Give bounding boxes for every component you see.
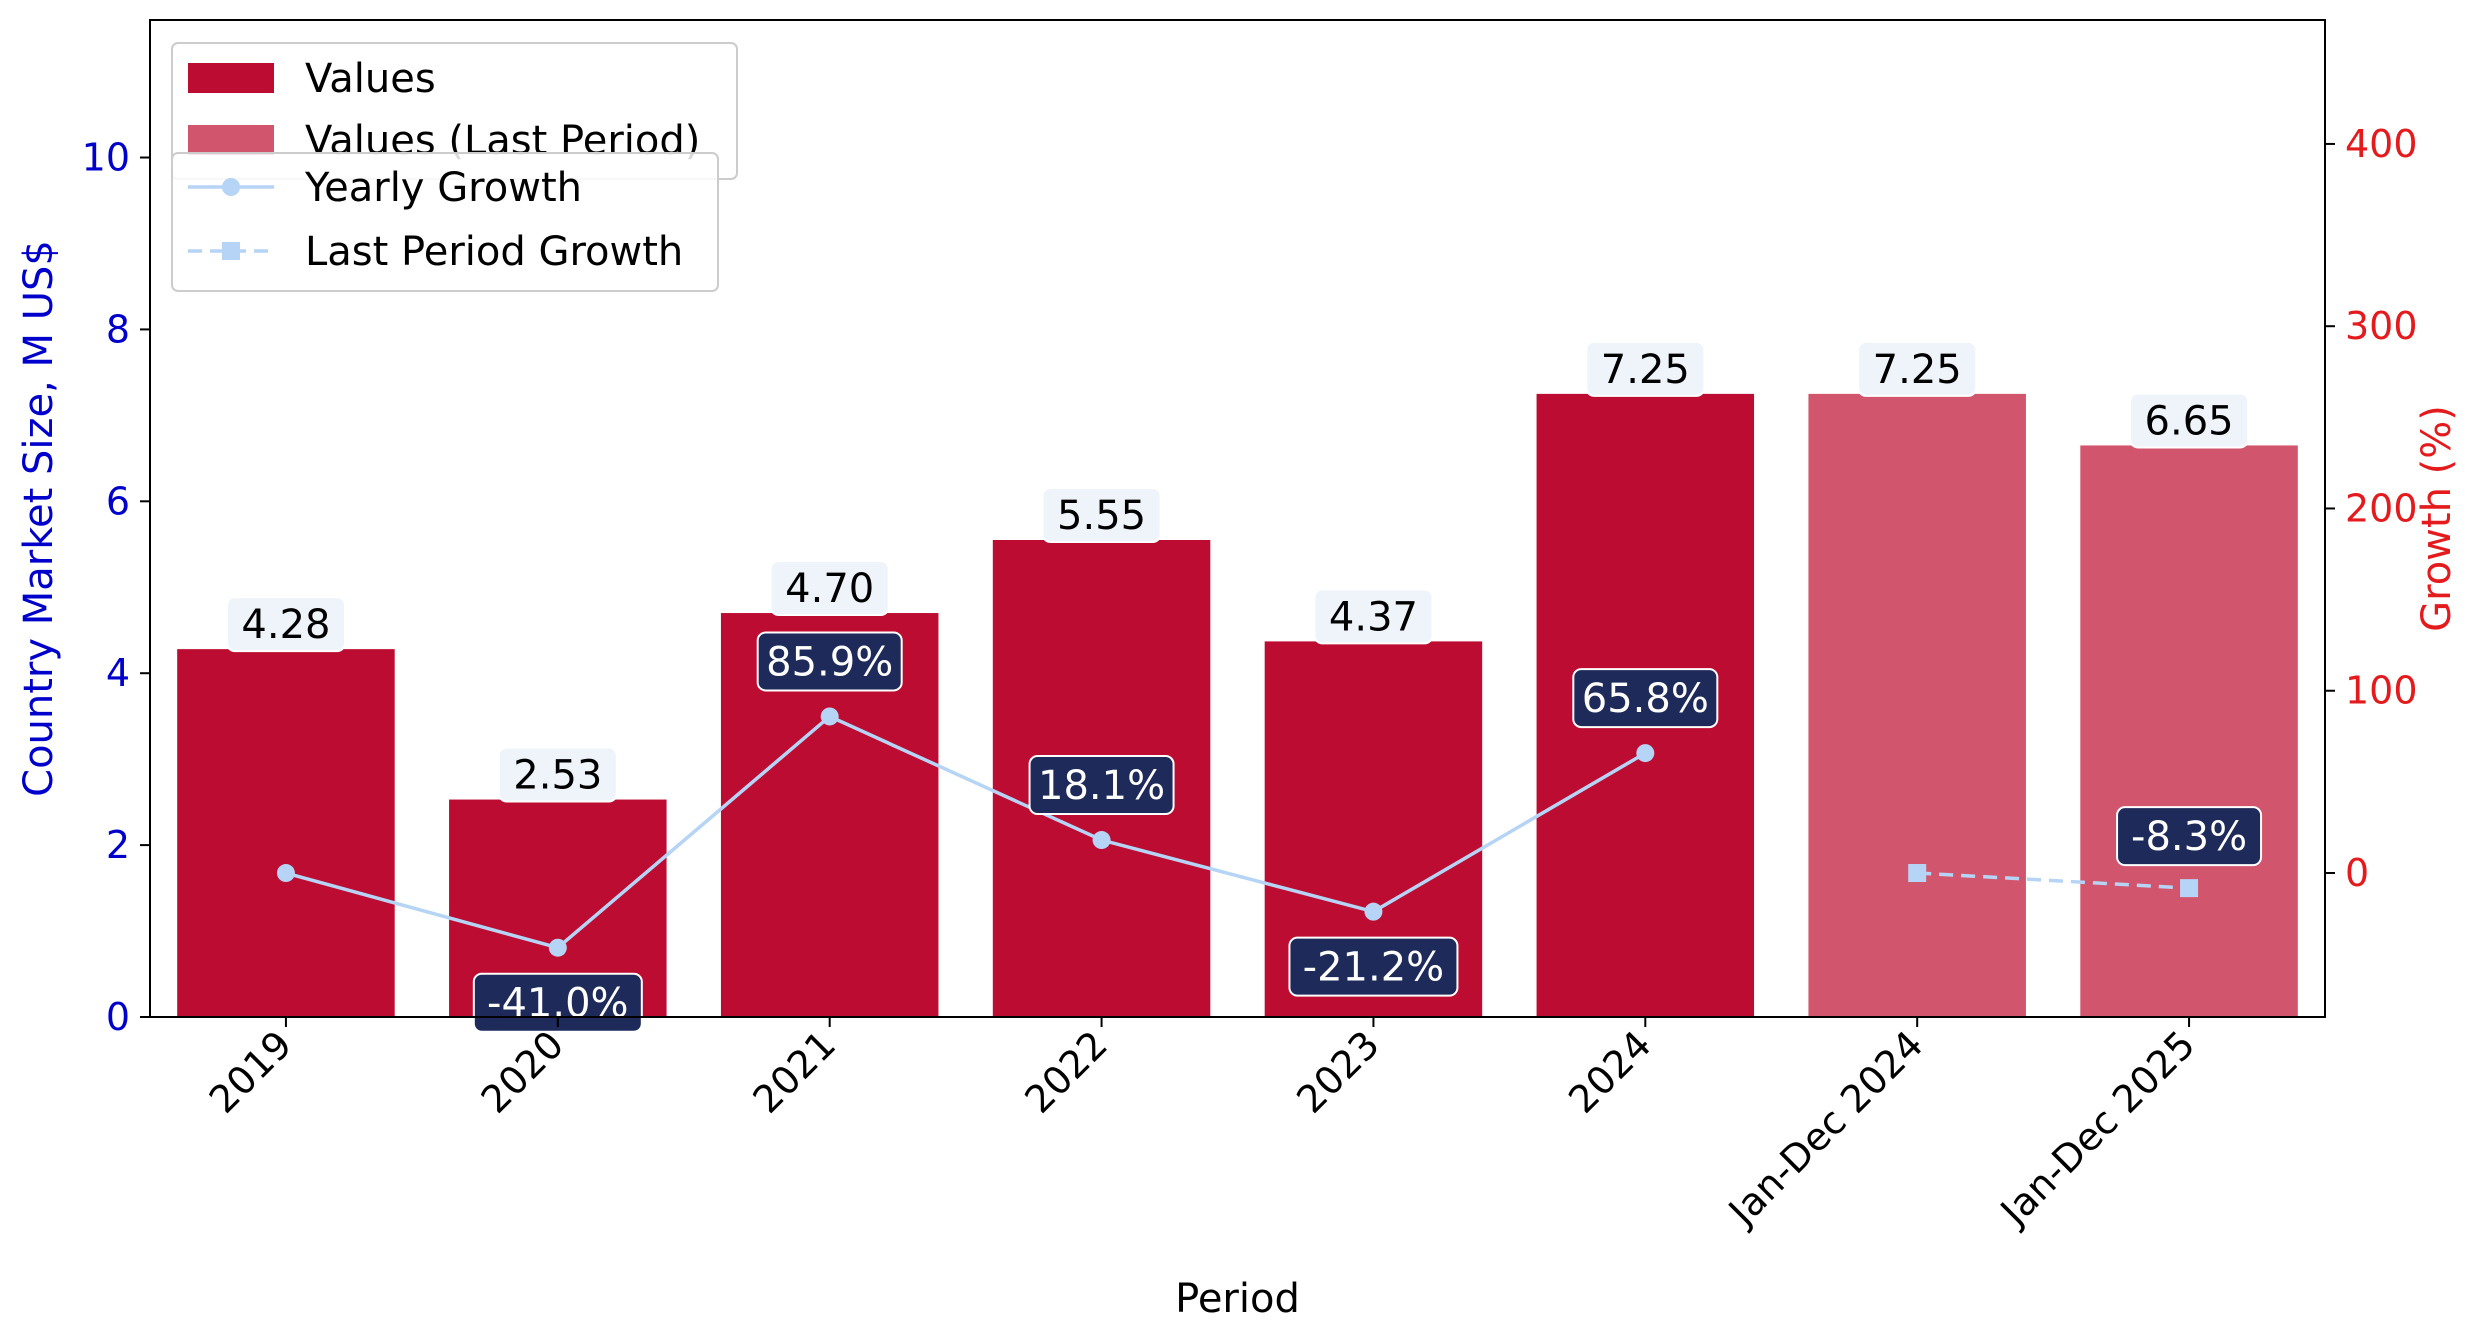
yearly-growth-point: [276, 864, 295, 883]
value-label: 4.28: [241, 602, 330, 648]
yearly-growth-line: [285, 714, 1647, 950]
plot-frame: [149, 19, 2326, 1018]
x-tick-label: 2019: [201, 1022, 301, 1122]
legend-marker-yearly-growth: [222, 178, 240, 196]
growth-label-box: [1028, 755, 1175, 816]
last-period-growth-line: [1917, 871, 2190, 890]
growth-label: -21.2%: [1303, 945, 1445, 991]
y-left-tick-label: 0: [106, 995, 130, 1039]
value-label-box: [1857, 340, 1978, 397]
y-right-tick-label: 300: [2345, 304, 2418, 348]
y-right-tick-label: 200: [2345, 486, 2418, 530]
bar-2019: [177, 649, 395, 1017]
y-axis-right-title: Growth (%): [2414, 405, 2460, 632]
bars-layer: [177, 393, 2298, 1017]
legend-lines: Yearly Growth Last Period Growth: [171, 152, 719, 292]
value-label-box: [2129, 392, 2250, 449]
value-label-box: [1313, 588, 1434, 645]
y-right-tick-label: 400: [2345, 122, 2418, 166]
value-label: 5.55: [1057, 493, 1146, 539]
legend-label-last-period-growth: Last Period Growth: [305, 229, 683, 275]
y-left-tick-label: 2: [106, 823, 130, 867]
legend-swatch-values: [188, 63, 274, 93]
y-left-tick-label: 10: [82, 136, 130, 180]
bar-jan-dec-2025: [2080, 445, 2298, 1017]
growth-label-box: [1572, 668, 1719, 729]
yearly-growth-point: [820, 707, 839, 726]
x-tick-label: Jan-Dec 2024: [1719, 1022, 1932, 1235]
legend-label-yearly-growth: Yearly Growth: [304, 165, 582, 211]
value-label: 6.65: [2145, 398, 2234, 444]
growth-label-box: [1288, 936, 1459, 997]
x-tick-label: 2024: [1560, 1022, 1660, 1122]
legend-swatch-values-last-period: [188, 125, 274, 155]
growth-label-box: [2116, 806, 2263, 867]
y-left-tick-label: 4: [106, 651, 130, 695]
value-label: 2.53: [513, 753, 602, 799]
y-right-tick-label: 0: [2345, 851, 2369, 895]
x-tick-label: 2022: [1016, 1022, 1116, 1122]
value-label: 7.25: [1873, 347, 1962, 393]
legend-lines-frame: [171, 152, 719, 292]
yearly-growth-point: [1364, 902, 1383, 921]
data-labels-layer: 4.282.534.705.554.377.25 7.256.65-41.0%85…: [225, 340, 2263, 1033]
x-tick-label: Jan-Dec 2025: [1991, 1022, 2204, 1235]
y-axis-left-title: Country Market Size, M US$: [16, 240, 62, 797]
x-tick-label: 2023: [1288, 1022, 1388, 1122]
value-label-box: [1041, 486, 1162, 543]
value-label-box: [769, 560, 890, 617]
value-label: 7.25: [1601, 347, 1690, 393]
yearly-growth-point: [548, 938, 567, 957]
y-left-tick-label: 8: [106, 307, 130, 351]
value-label: 4.70: [785, 566, 874, 612]
value-label-box: [225, 596, 346, 653]
x-axis-title: Period: [1175, 1276, 1300, 1322]
value-label-box: [497, 746, 618, 803]
x-tick-label: 2020: [473, 1022, 573, 1122]
growth-label: -8.3%: [2131, 814, 2247, 860]
y-right-tick-label: 100: [2345, 669, 2418, 713]
value-label-box: [1585, 340, 1706, 397]
last-period-growth-point: [1908, 864, 1927, 883]
growth-label-box: [756, 631, 903, 692]
yearly-growth-point: [1636, 744, 1655, 763]
legend-label-values: Values: [305, 56, 436, 102]
x-tick-label: 2021: [745, 1022, 845, 1122]
growth-label: 18.1%: [1038, 763, 1165, 809]
legend-marker-last-period-growth: [222, 242, 240, 260]
growth-lines-layer: [276, 707, 2199, 957]
bar-jan-dec-2024: [1808, 393, 2026, 1017]
growth-label: 85.9%: [766, 639, 893, 685]
growth-label: 65.8%: [1582, 676, 1709, 722]
last-period-growth-point: [2180, 879, 2199, 898]
yearly-growth-point: [1092, 831, 1111, 850]
y-left-tick-label: 6: [106, 479, 130, 523]
value-label: 4.37: [1329, 594, 1418, 640]
